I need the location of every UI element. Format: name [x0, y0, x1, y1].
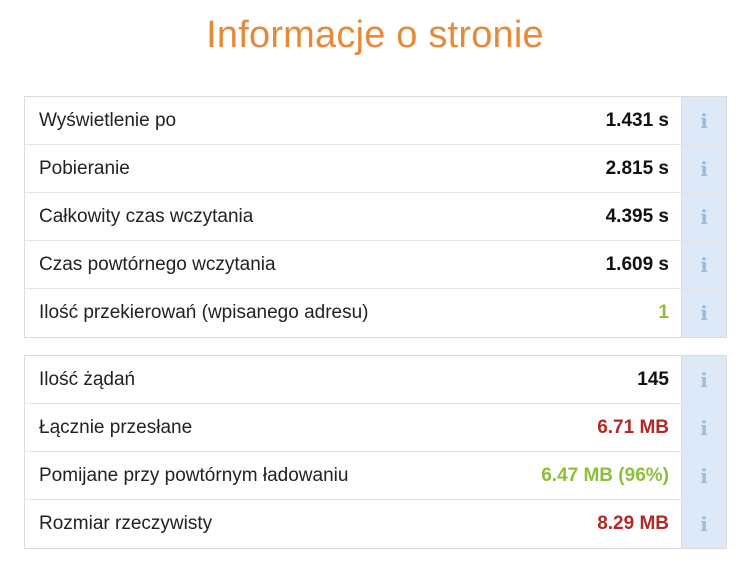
page-title: Informacje o stronie — [206, 14, 544, 56]
row-value: 145 — [637, 368, 669, 390]
row-label: Wyświetlenie po — [39, 109, 177, 131]
row-value: 6.71 MB — [597, 416, 669, 438]
info-icon: i — [700, 108, 708, 133]
info-button[interactable]: i — [681, 97, 726, 144]
row-label: Ilość żądań — [39, 368, 136, 390]
info-icon: i — [700, 512, 708, 536]
row-label: Rozmiar rzeczywisty — [39, 513, 213, 534]
table-row: Pomijane przy powtórnym ładowaniu 6.47 M… — [25, 452, 726, 500]
row-value: 1.431 s — [605, 109, 669, 131]
row-value: 4.395 s — [605, 205, 669, 227]
info-icon: i — [700, 252, 708, 277]
row-label: Łącznie przesłane — [39, 416, 193, 438]
row-label: Całkowity czas wczytania — [39, 205, 254, 227]
info-button[interactable]: i — [681, 241, 726, 288]
row-value: 1.609 s — [605, 253, 669, 275]
table-row: Ilość przekierowań (wpisanego adresu) 1 … — [25, 289, 726, 337]
table-row: Pobieranie 2.815 s i — [25, 145, 726, 193]
size-table: Ilość żądań 145 i Łącznie przesłane 6.71… — [24, 355, 727, 549]
row-label: Pobieranie — [39, 157, 130, 179]
info-button[interactable]: i — [681, 356, 726, 403]
info-button[interactable]: i — [681, 452, 726, 499]
table-row: Wyświetlenie po 1.431 s i — [25, 97, 726, 145]
row-label: Pomijane przy powtórnym ładowaniu — [39, 464, 349, 486]
info-icon: i — [700, 301, 708, 325]
table-row: Łącznie przesłane 6.71 MB i — [25, 404, 726, 452]
timing-table: Wyświetlenie po 1.431 s i Pobieranie 2.8… — [24, 96, 727, 338]
info-button[interactable]: i — [681, 289, 726, 337]
table-row: Ilość żądań 145 i — [25, 356, 726, 404]
row-value: 8.29 MB — [597, 513, 669, 534]
table-row: Całkowity czas wczytania 4.395 s i — [25, 193, 726, 241]
table-row: Czas powtórnego wczytania 1.609 s i — [25, 241, 726, 289]
info-button[interactable]: i — [681, 500, 726, 548]
info-icon: i — [700, 415, 708, 440]
info-icon: i — [700, 204, 708, 229]
row-value: 6.47 MB (96%) — [541, 464, 669, 486]
info-icon: i — [700, 463, 708, 488]
info-button[interactable]: i — [681, 404, 726, 451]
table-row: Rozmiar rzeczywisty 8.29 MB i — [25, 500, 726, 548]
info-button[interactable]: i — [681, 145, 726, 192]
info-button[interactable]: i — [681, 193, 726, 240]
row-value: 1 — [658, 302, 669, 323]
row-value: 2.815 s — [605, 157, 669, 179]
info-icon: i — [700, 367, 708, 392]
row-label: Czas powtórnego wczytania — [39, 253, 276, 275]
row-label: Ilość przekierowań (wpisanego adresu) — [39, 302, 369, 323]
info-icon: i — [700, 156, 708, 181]
